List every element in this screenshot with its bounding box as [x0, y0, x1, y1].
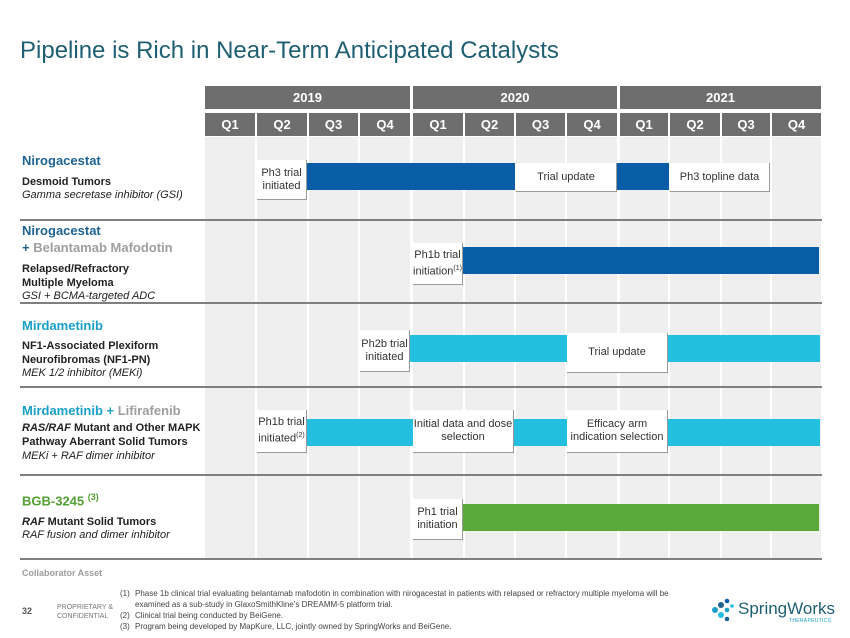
mechanism: RAF fusion and dimer inhibitor — [22, 529, 170, 541]
milestone-box: Ph2b trial initiated — [360, 330, 410, 372]
indication: RAS/RAF Mutant and Other MAPK — [22, 422, 201, 434]
milestone-box: Initial data and dose selection — [413, 410, 514, 453]
timeline-bar — [463, 247, 819, 274]
milestone-box: Trial update — [567, 333, 668, 373]
quarter-header: Q4 — [772, 113, 821, 136]
row-divider — [20, 302, 822, 304]
quarter-header: Q2 — [465, 113, 514, 136]
row-divider — [20, 558, 822, 560]
footnote: examined as a sub-study in GlaxoSmithKli… — [135, 600, 393, 609]
mechanism: MEK 1/2 inhibitor (MEKi) — [22, 367, 143, 379]
drug-name: Mirdametinib — [22, 318, 103, 333]
quarter-column — [309, 137, 358, 559]
milestone-box: Efficacy arm indication selection — [567, 410, 668, 453]
milestone-box: Trial update — [516, 163, 617, 192]
year-2020: 2020 — [413, 86, 617, 109]
drug-name: Nirogacestat — [22, 153, 101, 168]
page-title: Pipeline is Rich in Near-Term Anticipate… — [20, 37, 559, 64]
quarter-column — [205, 137, 255, 559]
mechanism: MEKi + RAF dimer inhibitor — [22, 450, 155, 462]
timeline-bar — [617, 163, 669, 190]
timeline-bar — [305, 419, 820, 446]
quarter-header: Q4 — [360, 113, 410, 136]
indication: Pathway Aberrant Solid Tumors — [22, 436, 188, 448]
footnote: (1) Phase 1b clinical trial evaluating be… — [120, 589, 669, 598]
springworks-logo-icon — [710, 597, 736, 623]
milestone-box: Ph3 trial initiated — [257, 160, 307, 200]
milestone-box: Ph3 topline data — [670, 163, 770, 192]
timeline-bar — [463, 504, 819, 531]
milestone-box: Ph1b trial initiation(1) — [413, 243, 463, 285]
row-divider — [20, 474, 822, 476]
quarter-header: Q1 — [620, 113, 668, 136]
partner-drug-name: + Belantamab Mafodotin — [22, 240, 173, 255]
year-2019: 2019 — [205, 86, 410, 109]
quarter-header: Q2 — [257, 113, 307, 136]
indication: RAF Mutant Solid Tumors — [22, 516, 157, 528]
indication: Relapsed/Refractory — [22, 263, 129, 275]
quarter-header: Q3 — [516, 113, 565, 136]
quarter-header: Q1 — [205, 113, 255, 136]
indication: Desmoid Tumors — [22, 176, 112, 188]
row-divider — [20, 386, 822, 388]
drug-name: BGB-3245 (3) — [22, 492, 99, 509]
mechanism: Gamma secretase inhibitor (GSI) — [22, 189, 183, 201]
indication: NF1-Associated Plexiform — [22, 340, 159, 352]
indication: Neurofibromas (NF1-PN) — [22, 354, 151, 366]
quarter-header: Q3 — [309, 113, 358, 136]
quarter-header: Q2 — [670, 113, 720, 136]
quarter-header: Q4 — [567, 113, 617, 136]
page-number: 32 — [22, 606, 33, 616]
footnotes: (1) Phase 1b clinical trial evaluating be… — [120, 588, 695, 632]
quarter-column — [257, 137, 307, 559]
quarter-header: Q1 — [413, 113, 463, 136]
row-divider — [20, 219, 822, 221]
footnote: (3) Program being developed by MapKure, L… — [120, 622, 452, 631]
milestone-box: Ph1 trial initiation — [413, 499, 463, 540]
timeline-bar — [305, 163, 515, 190]
footnote: (2) Clinical trial being conducted by Bei… — [120, 611, 284, 620]
collaborator-label: Collaborator Asset — [22, 568, 103, 578]
year-2021: 2021 — [620, 86, 821, 109]
company-logo-subtext: THERAPEUTICS — [789, 618, 832, 624]
mechanism: GSI + BCMA-targeted ADC — [22, 290, 156, 302]
drug-name: Nirogacestat — [22, 223, 101, 238]
quarter-header: Q3 — [722, 113, 770, 136]
indication: Multiple Myeloma — [22, 277, 114, 289]
confidential-label: PROPRIETARY & CONFIDENTIAL — [57, 604, 114, 620]
drug-name: Mirdametinib + Lifirafenib — [22, 403, 181, 418]
company-logo-text: SpringWorks — [738, 599, 835, 618]
milestone-box: Ph1b trial initiated(2) — [257, 410, 307, 453]
